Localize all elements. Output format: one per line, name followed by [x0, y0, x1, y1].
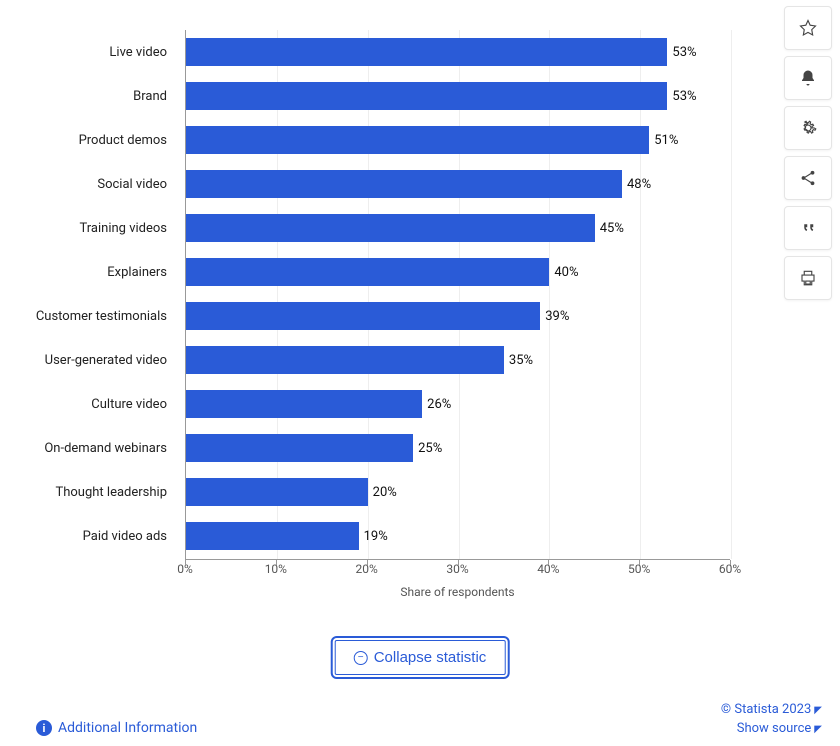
gridline	[731, 30, 732, 559]
side-toolbar	[784, 6, 834, 300]
bar-row: 51%	[186, 126, 678, 154]
bar-row: 39%	[186, 302, 569, 330]
bar	[186, 38, 667, 66]
plot-area: 53% 53% 51% 48% 45% 40% 39% 35% 26% 25% 20% 19%	[185, 30, 730, 560]
external-icon: ◤	[814, 724, 822, 735]
x-tick-mark	[548, 560, 549, 565]
bar	[186, 434, 413, 462]
y-axis-label: Customer testimonials	[0, 302, 175, 330]
share-icon	[799, 169, 817, 187]
bar-value-label: 53%	[672, 89, 696, 104]
bar-value-label: 39%	[545, 309, 569, 324]
cite-button[interactable]	[784, 206, 832, 250]
show-source-link[interactable]: Show source◤	[721, 721, 822, 736]
x-tick-mark	[458, 560, 459, 565]
bar	[186, 214, 595, 242]
x-tick-mark	[639, 560, 640, 565]
bar	[186, 126, 649, 154]
gear-icon	[799, 119, 817, 137]
collapse-icon: −	[354, 651, 368, 665]
bar-row: 45%	[186, 214, 624, 242]
info-icon: i	[36, 720, 52, 736]
x-tick-mark	[730, 560, 731, 565]
collapse-label: Collapse statistic	[374, 649, 487, 666]
bar-value-label: 19%	[364, 529, 388, 544]
additional-info-label: Additional Information	[58, 720, 197, 736]
x-tick-mark	[185, 560, 186, 565]
bar	[186, 170, 622, 198]
bar-value-label: 51%	[654, 133, 678, 148]
x-axis-title: Share of respondents	[185, 585, 730, 599]
bar-row: 48%	[186, 170, 651, 198]
y-axis-label: Product demos	[0, 126, 175, 154]
bar-row: 53%	[186, 38, 697, 66]
bar-row: 35%	[186, 346, 533, 374]
bar-value-label: 26%	[427, 397, 451, 412]
y-axis-label: Live video	[0, 38, 175, 66]
bar	[186, 82, 667, 110]
additional-info-link[interactable]: i Additional Information	[36, 720, 197, 736]
y-axis-label: Social video	[0, 170, 175, 198]
y-axis-label: On-demand webinars	[0, 434, 175, 462]
quote-icon	[799, 219, 817, 237]
bar-row: 40%	[186, 258, 578, 286]
y-axis-label: Explainers	[0, 258, 175, 286]
print-button[interactable]	[784, 256, 832, 300]
bell-icon	[799, 69, 817, 87]
collapse-statistic-button[interactable]: − Collapse statistic	[335, 640, 506, 675]
bar	[186, 478, 368, 506]
bar-row: 26%	[186, 390, 451, 418]
bar-row: 20%	[186, 478, 397, 506]
x-tick-mark	[367, 560, 368, 565]
bar-row: 19%	[186, 522, 388, 550]
star-icon	[799, 19, 817, 37]
bar	[186, 390, 422, 418]
bar-row: 53%	[186, 82, 697, 110]
share-button[interactable]	[784, 156, 832, 200]
bar	[186, 522, 359, 550]
copyright-text: © Statista 2023◤	[721, 702, 822, 717]
print-icon	[799, 269, 817, 287]
y-axis-label: Paid video ads	[0, 522, 175, 550]
favorite-button[interactable]	[784, 6, 832, 50]
bar-value-label: 45%	[600, 221, 624, 236]
bar	[186, 258, 549, 286]
alert-button[interactable]	[784, 56, 832, 100]
bar-value-label: 25%	[418, 441, 442, 456]
y-axis-label: Culture video	[0, 390, 175, 418]
bar	[186, 346, 504, 374]
external-icon: ◤	[814, 705, 822, 716]
footer-right: © Statista 2023◤ Show source◤	[721, 702, 822, 736]
chart-container: 53% 53% 51% 48% 45% 40% 39% 35% 26% 25% 20% 19% Liv…	[0, 0, 770, 615]
bar-value-label: 48%	[627, 177, 651, 192]
bar-value-label: 35%	[509, 353, 533, 368]
bar-row: 25%	[186, 434, 442, 462]
y-axis-label: Training videos	[0, 214, 175, 242]
bar	[186, 302, 540, 330]
y-axis-label: User-generated video	[0, 346, 175, 374]
bar-value-label: 40%	[554, 265, 578, 280]
bar-value-label: 53%	[672, 45, 696, 60]
x-tick-mark	[276, 560, 277, 565]
bar-value-label: 20%	[373, 485, 397, 500]
y-axis-label: Brand	[0, 82, 175, 110]
settings-button[interactable]	[784, 106, 832, 150]
y-axis-label: Thought leadership	[0, 478, 175, 506]
